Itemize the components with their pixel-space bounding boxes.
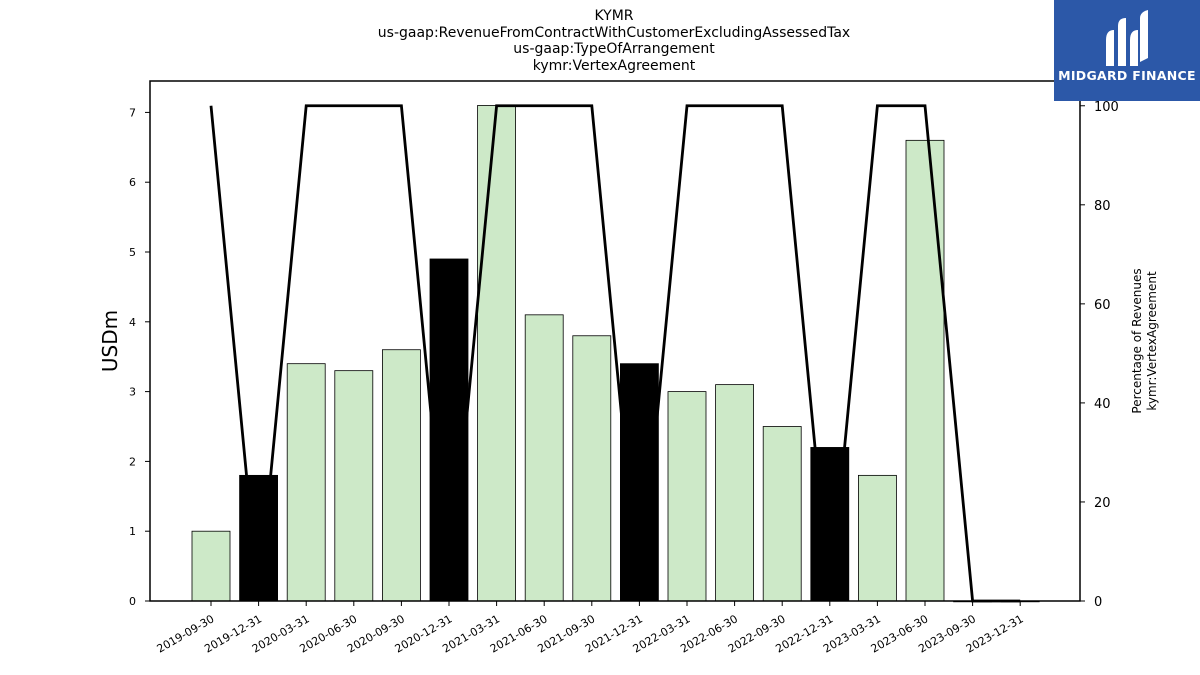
title-line-3: us-gaap:TypeOfArrangement (513, 41, 715, 57)
plot-frame (149, 80, 1081, 602)
bars-group (191, 105, 1040, 603)
percentage-line (209, 104, 1021, 603)
bar-2022-03-31 (667, 391, 707, 602)
title-line-2: us-gaap:RevenueFromContractWithCustomerE… (378, 25, 850, 41)
bar-2020-03-31 (286, 363, 326, 602)
y-tick-label: 3 (129, 386, 136, 399)
y-axis-label: USDm (98, 310, 122, 372)
y2-tick-label: 20 (1094, 496, 1111, 511)
bar-2022-09-30 (762, 426, 802, 602)
bar-2020-09-30 (381, 349, 421, 602)
y-tick-label: 5 (129, 246, 136, 259)
chart-title: KYMR us-gaap:RevenueFromContractWithCust… (378, 8, 850, 74)
bar-2023-03-31 (858, 474, 897, 602)
y2-axis-label-line-2: kymr:VertexAgreement (1145, 271, 1159, 411)
midgard-finance-logo: MIDGARD FINANCE (1054, 0, 1200, 101)
y-tick-label: 2 (129, 455, 136, 468)
y2-axis: 0 20 40 60 80 100 (1080, 100, 1119, 610)
y-tick-label: 6 (129, 176, 136, 189)
bar-2021-09-30 (572, 335, 612, 602)
x-axis: 2019-09-302019-12-312020-03-312020-06-30… (155, 601, 1026, 656)
y2-axis-label-line-1: Percentage of Revenues (1130, 268, 1144, 413)
y2-tick-label: 80 (1094, 199, 1111, 214)
y2-tick-label: 0 (1094, 595, 1102, 610)
y-axis: 0 1 2 3 4 5 6 7 (129, 106, 150, 608)
bar-2021-06-30 (524, 314, 564, 602)
y2-tick-label: 40 (1094, 397, 1111, 412)
bar-2021-12-31 (620, 363, 659, 602)
y-tick-label: 4 (129, 316, 136, 329)
bar-2022-06-30 (715, 384, 754, 602)
bar-2020-12-31 (429, 258, 469, 602)
bar-2019-09-30 (191, 530, 231, 602)
bar-2020-06-30 (334, 370, 374, 602)
bar-2023-06-30 (905, 139, 945, 602)
title-line-1: KYMR (594, 8, 633, 24)
y-tick-label: 0 (129, 595, 136, 608)
logo-mark-icon (1106, 10, 1148, 66)
bar-2019-12-31 (239, 474, 279, 602)
bar-2021-03-31 (477, 105, 517, 602)
y2-tick-label: 100 (1094, 100, 1119, 115)
line-group (209, 104, 1021, 603)
logo-text: MIDGARD FINANCE (1058, 68, 1196, 83)
title-line-4: kymr:VertexAgreement (533, 58, 696, 74)
y2-tick-label: 60 (1094, 298, 1111, 313)
y-tick-label: 7 (129, 106, 136, 119)
y-tick-label: 1 (129, 525, 136, 538)
